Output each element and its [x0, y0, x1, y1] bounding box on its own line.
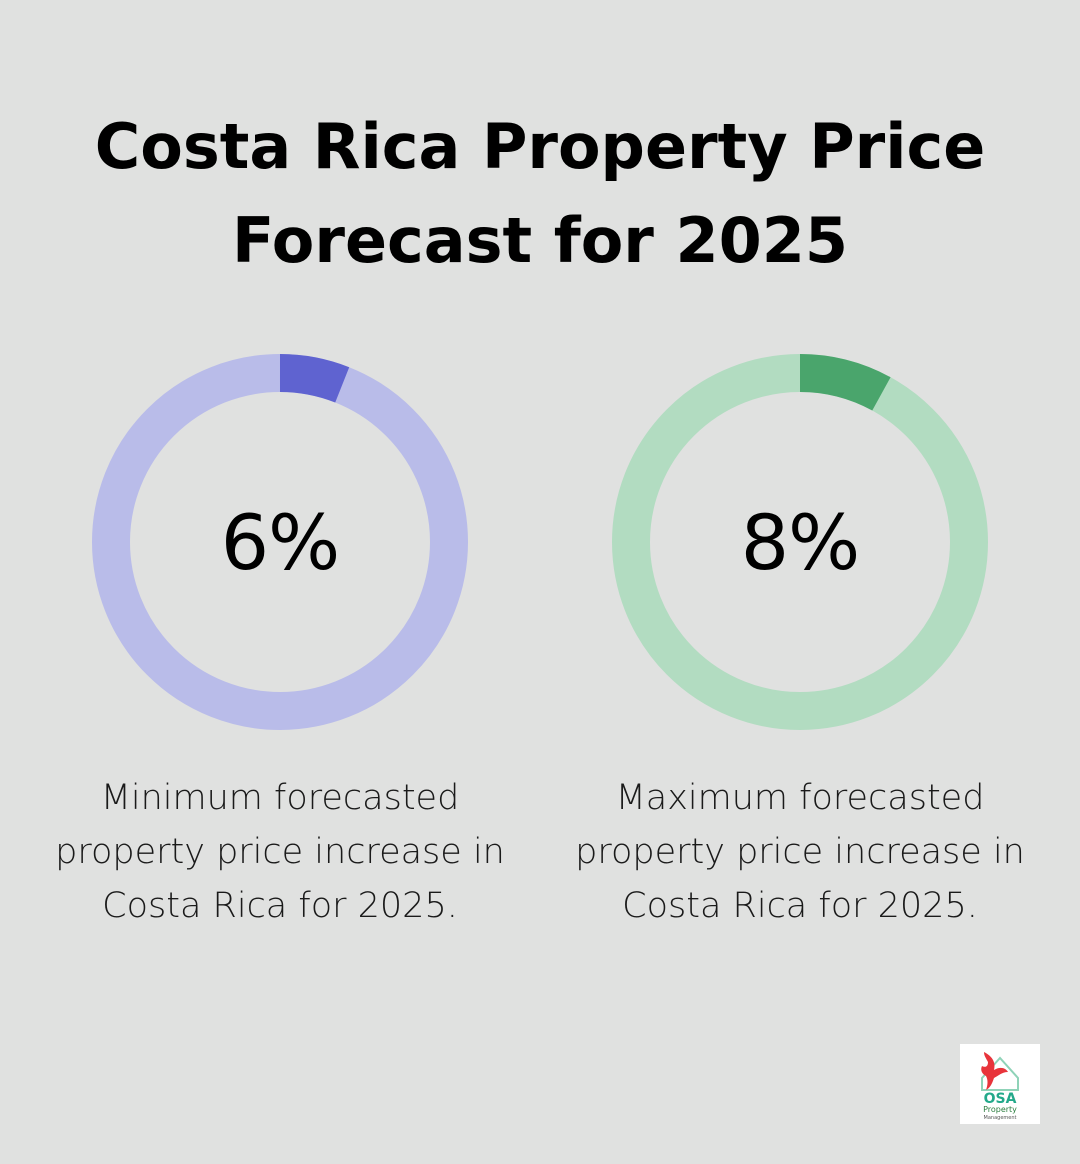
logo-icon: [981, 1052, 1019, 1091]
max-caption: Maximum forecasted property price increa…: [575, 778, 1025, 926]
min-caption: Minimum forecasted property price increa…: [55, 778, 505, 926]
page-title: Costa Rica Property Price Forecast for 2…: [0, 100, 1080, 288]
max-donut-arc: [799, 354, 891, 411]
min-value-label: 6%: [220, 497, 341, 587]
title-line-1: Costa Rica Property Price: [94, 110, 986, 183]
min-donut-svg: [92, 354, 468, 730]
logo-brand: OSA: [983, 1091, 1017, 1107]
osa-logo: OSA Property Management: [960, 1044, 1040, 1124]
logo-sub2: Management: [983, 1115, 1017, 1121]
max-value-label: 8%: [740, 497, 861, 587]
max-forecast-donut: 8%: [610, 352, 990, 732]
logo-sub: Property: [983, 1105, 1017, 1114]
max-donut-svg: [612, 354, 988, 730]
min-forecast-donut: 6%: [90, 352, 470, 732]
min-donut-arc: [279, 354, 350, 403]
title-line-2: Forecast for 2025: [231, 204, 849, 277]
